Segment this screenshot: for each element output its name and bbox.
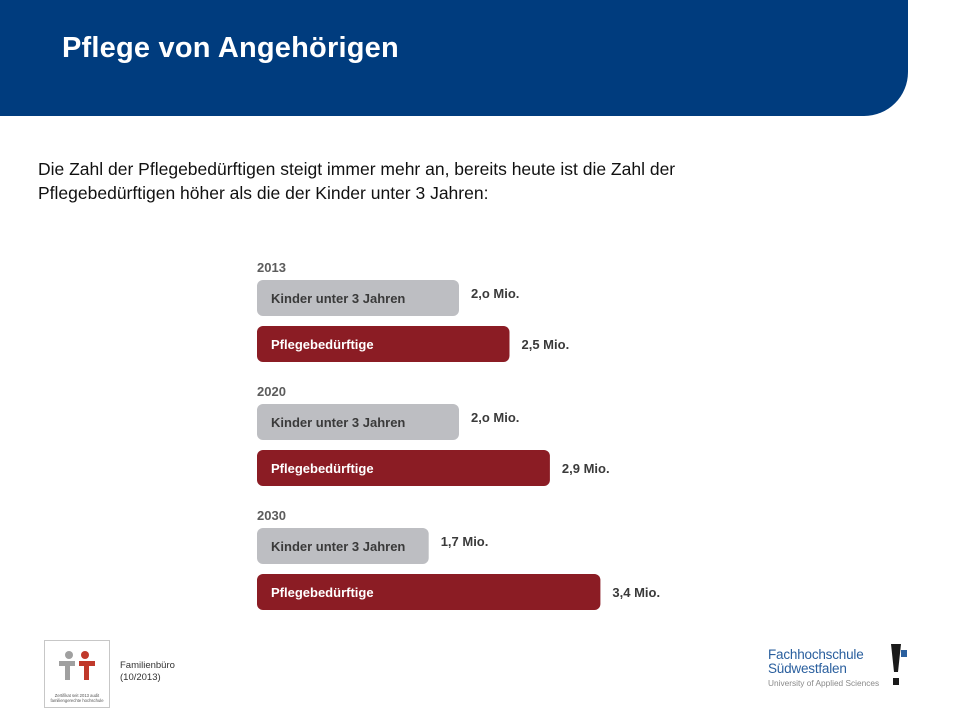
intro-line-1: Die Zahl der Pflegebedürftigen steigt im…: [38, 159, 676, 179]
bar-care: [257, 326, 510, 362]
bar-children: [257, 528, 429, 564]
exclamation-logo-icon: [891, 644, 907, 685]
value-label: 2,5 Mio.: [522, 337, 570, 352]
family-audit-icon: [59, 651, 95, 680]
value-label: 1,7 Mio.: [441, 534, 489, 549]
value-label: 2,o Mio.: [471, 410, 519, 425]
bar-children: [257, 404, 459, 440]
university-logo: Fachhochschule Südwestfalen University o…: [768, 642, 918, 692]
bar-label: Pflegebedürftige: [271, 337, 374, 352]
value-label: 2,o Mio.: [471, 286, 519, 301]
bar-label: Pflegebedürftige: [271, 585, 374, 600]
bar-care: [257, 574, 601, 610]
family-audit-logo: Zertifikat seit 2013 audit familiengerec…: [44, 640, 110, 708]
footer-department: Familienbüro: [120, 660, 175, 671]
certificate-caption: Zertifikat seit 2013 audit familiengerec…: [50, 693, 104, 703]
intro-line-2: Pflegebedürftigen höher als die der Kind…: [38, 183, 489, 203]
year-label: 2030: [257, 508, 286, 523]
value-label: 3,4 Mio.: [612, 585, 660, 600]
title-banner: Pflege von Angehörigen: [0, 0, 908, 116]
bar-label: Pflegebedürftige: [271, 461, 374, 476]
bar-label: Kinder unter 3 Jahren: [271, 415, 405, 430]
footer-info: Familienbüro (10/2013): [120, 660, 175, 684]
bar-care: [257, 450, 550, 486]
bar-label: Kinder unter 3 Jahren: [271, 539, 405, 554]
university-tagline: University of Applied Sciences: [768, 678, 880, 688]
intro-text: Die Zahl der Pflegebedürftigen steigt im…: [38, 157, 878, 205]
value-label: 2,9 Mio.: [562, 461, 610, 476]
university-name: Fachhochschule Südwestfalen: [768, 647, 864, 676]
bar-label: Kinder unter 3 Jahren: [271, 291, 405, 306]
page-title: Pflege von Angehörigen: [62, 32, 399, 64]
bar-children: [257, 280, 459, 316]
year-label: 2020: [257, 384, 286, 399]
year-label: 2013: [257, 260, 286, 275]
footer-date: (10/2013): [120, 672, 161, 683]
